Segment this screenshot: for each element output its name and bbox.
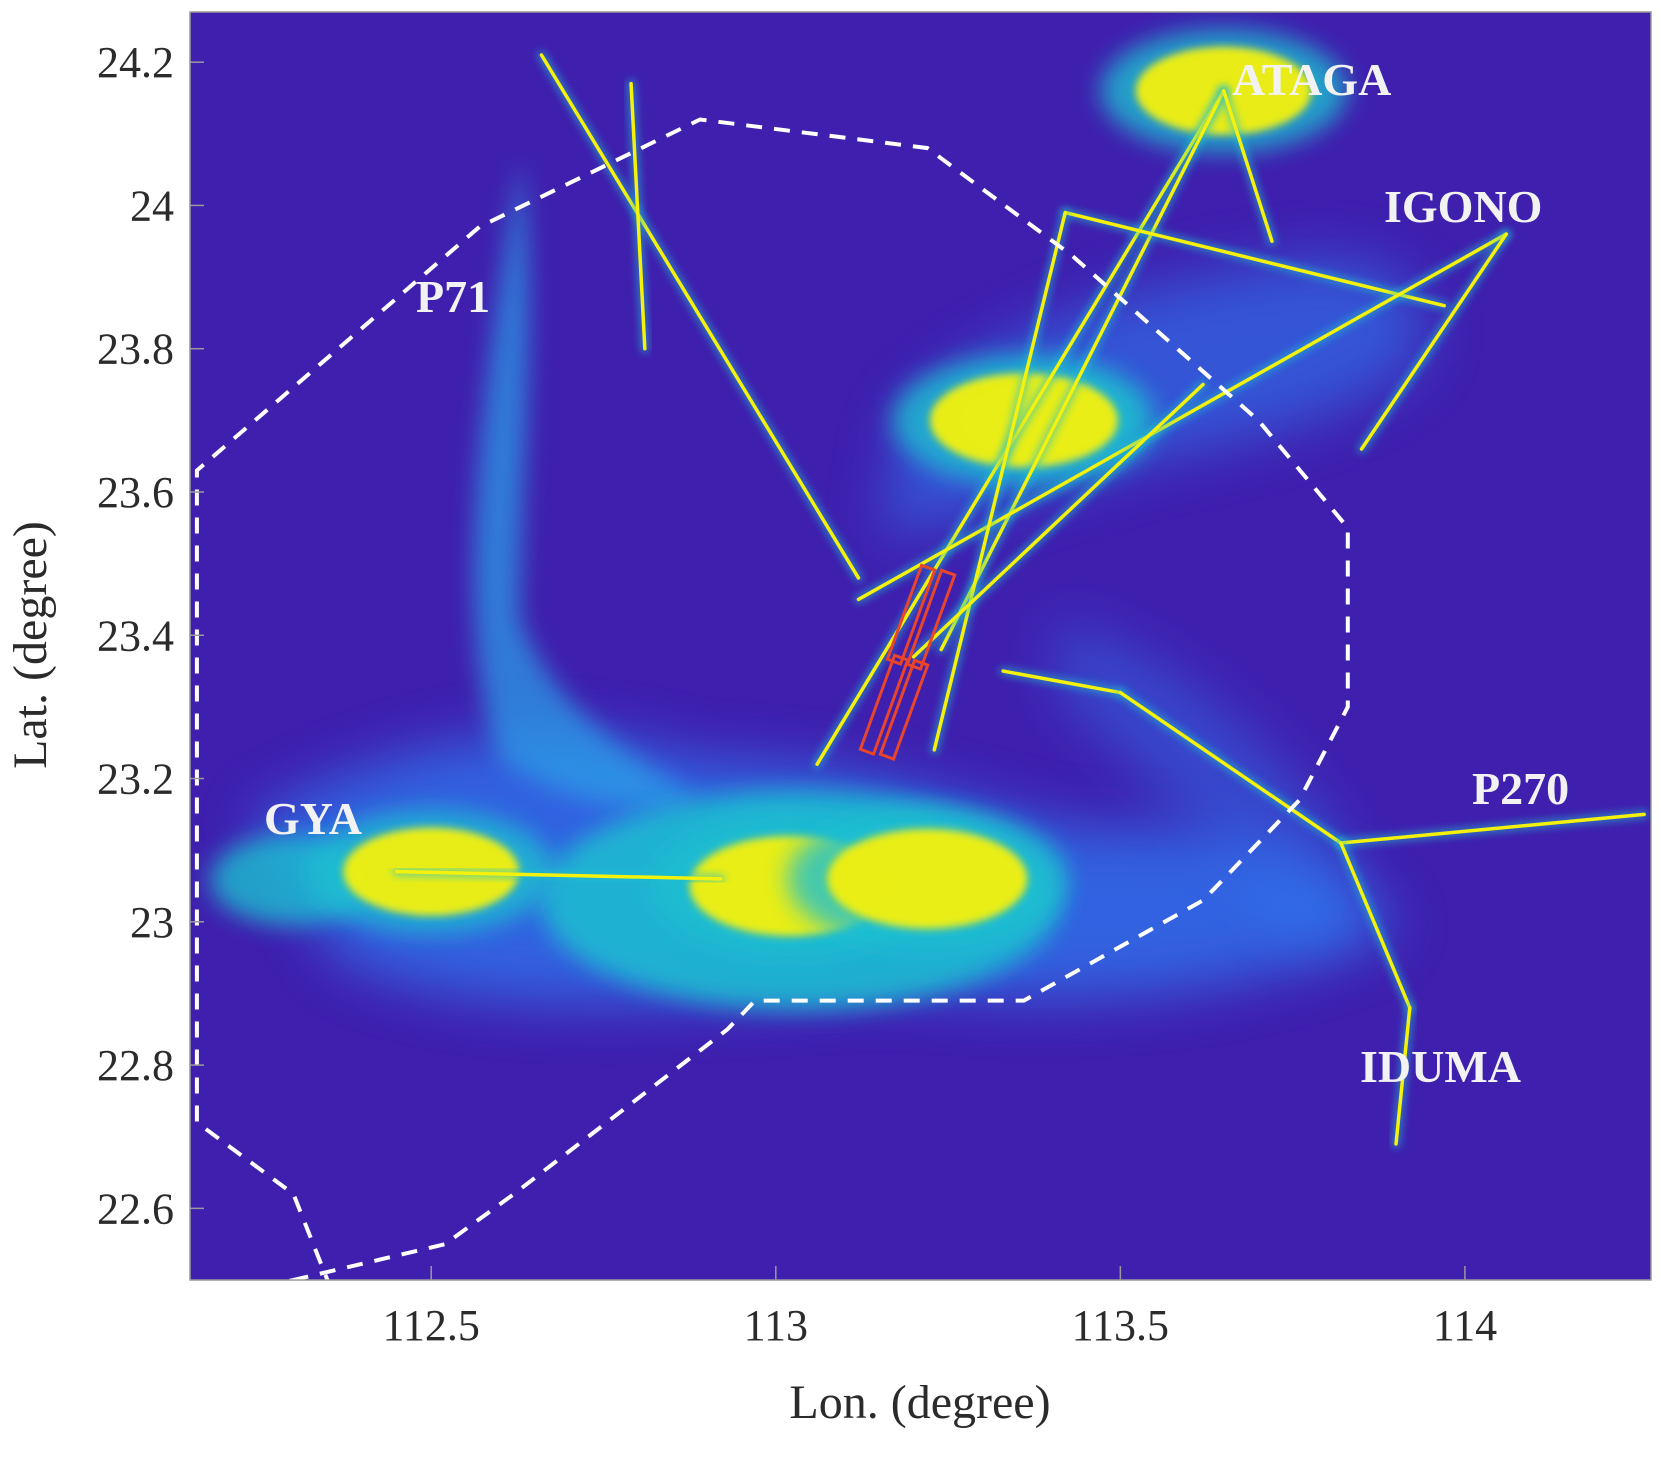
route-line — [1118, 690, 1343, 845]
y-axis-label: Lat. (degree) — [4, 521, 57, 769]
x-tick-label: 113 — [744, 1301, 808, 1350]
route-line — [1339, 841, 1412, 1010]
route-line — [1221, 89, 1274, 243]
waypoint-labels: ATAGA IGONO P71 GYA P270 IDUMA — [264, 54, 1569, 1092]
route-line — [939, 89, 1226, 652]
y-tick-label: 23.6 — [97, 468, 174, 517]
waypoint-label-gya: GYA — [264, 793, 362, 844]
y-tick-label: 23.4 — [97, 611, 174, 660]
waypoint-label-igono: IGONO — [1384, 181, 1542, 232]
x-axis-label: Lon. (degree) — [789, 1376, 1050, 1429]
y-tick-label: 22.6 — [97, 1184, 174, 1233]
route-line — [539, 53, 861, 580]
route-line — [394, 869, 723, 881]
x-tick-label: 112.5 — [383, 1301, 480, 1350]
route-line — [1339, 812, 1646, 845]
route-line — [856, 232, 1509, 602]
terminal-area-boundary — [194, 117, 1350, 1280]
x-tick-label: 113.5 — [1072, 1301, 1169, 1350]
density-east-field — [1050, 620, 1354, 952]
route-line — [1359, 232, 1509, 451]
y-tick-label: 23 — [130, 898, 174, 947]
route-layer — [392, 50, 1649, 1149]
y-axis-ticks: 22.6 22.8 23 23.2 23.4 23.6 23.8 24 24.2 — [97, 38, 204, 1233]
y-tick-label: 24 — [130, 181, 174, 230]
route-line — [1001, 669, 1123, 695]
route-line — [1394, 1006, 1412, 1146]
runway-north-2 — [905, 568, 957, 671]
y-tick-label: 24.2 — [97, 38, 174, 87]
density-p71-arm — [473, 160, 700, 808]
waypoint-label-p270: P270 — [1472, 763, 1569, 814]
waypoint-label-iduma: IDUMA — [1360, 1041, 1521, 1092]
route-line — [1063, 210, 1447, 308]
runway-south-2 — [878, 658, 930, 761]
runway-north-1 — [885, 563, 937, 666]
route-line — [815, 89, 1226, 766]
route-line — [629, 81, 647, 351]
y-tick-label: 22.8 — [97, 1041, 174, 1090]
plot-frame — [189, 11, 1652, 1281]
route-line — [911, 382, 1205, 659]
runways — [858, 563, 957, 761]
x-axis-ticks: 112.5 113 113.5 114 — [383, 1266, 1497, 1350]
x-tick-label: 114 — [1433, 1301, 1497, 1350]
y-tick-label: 23.2 — [97, 755, 174, 804]
runway-south-1 — [858, 653, 910, 756]
waypoint-label-ataga: ATAGA — [1232, 54, 1391, 105]
y-tick-label: 23.8 — [97, 325, 174, 374]
waypoint-label-p71: P71 — [416, 271, 490, 322]
hotspot-core — [827, 828, 1028, 929]
route-line — [932, 210, 1067, 752]
